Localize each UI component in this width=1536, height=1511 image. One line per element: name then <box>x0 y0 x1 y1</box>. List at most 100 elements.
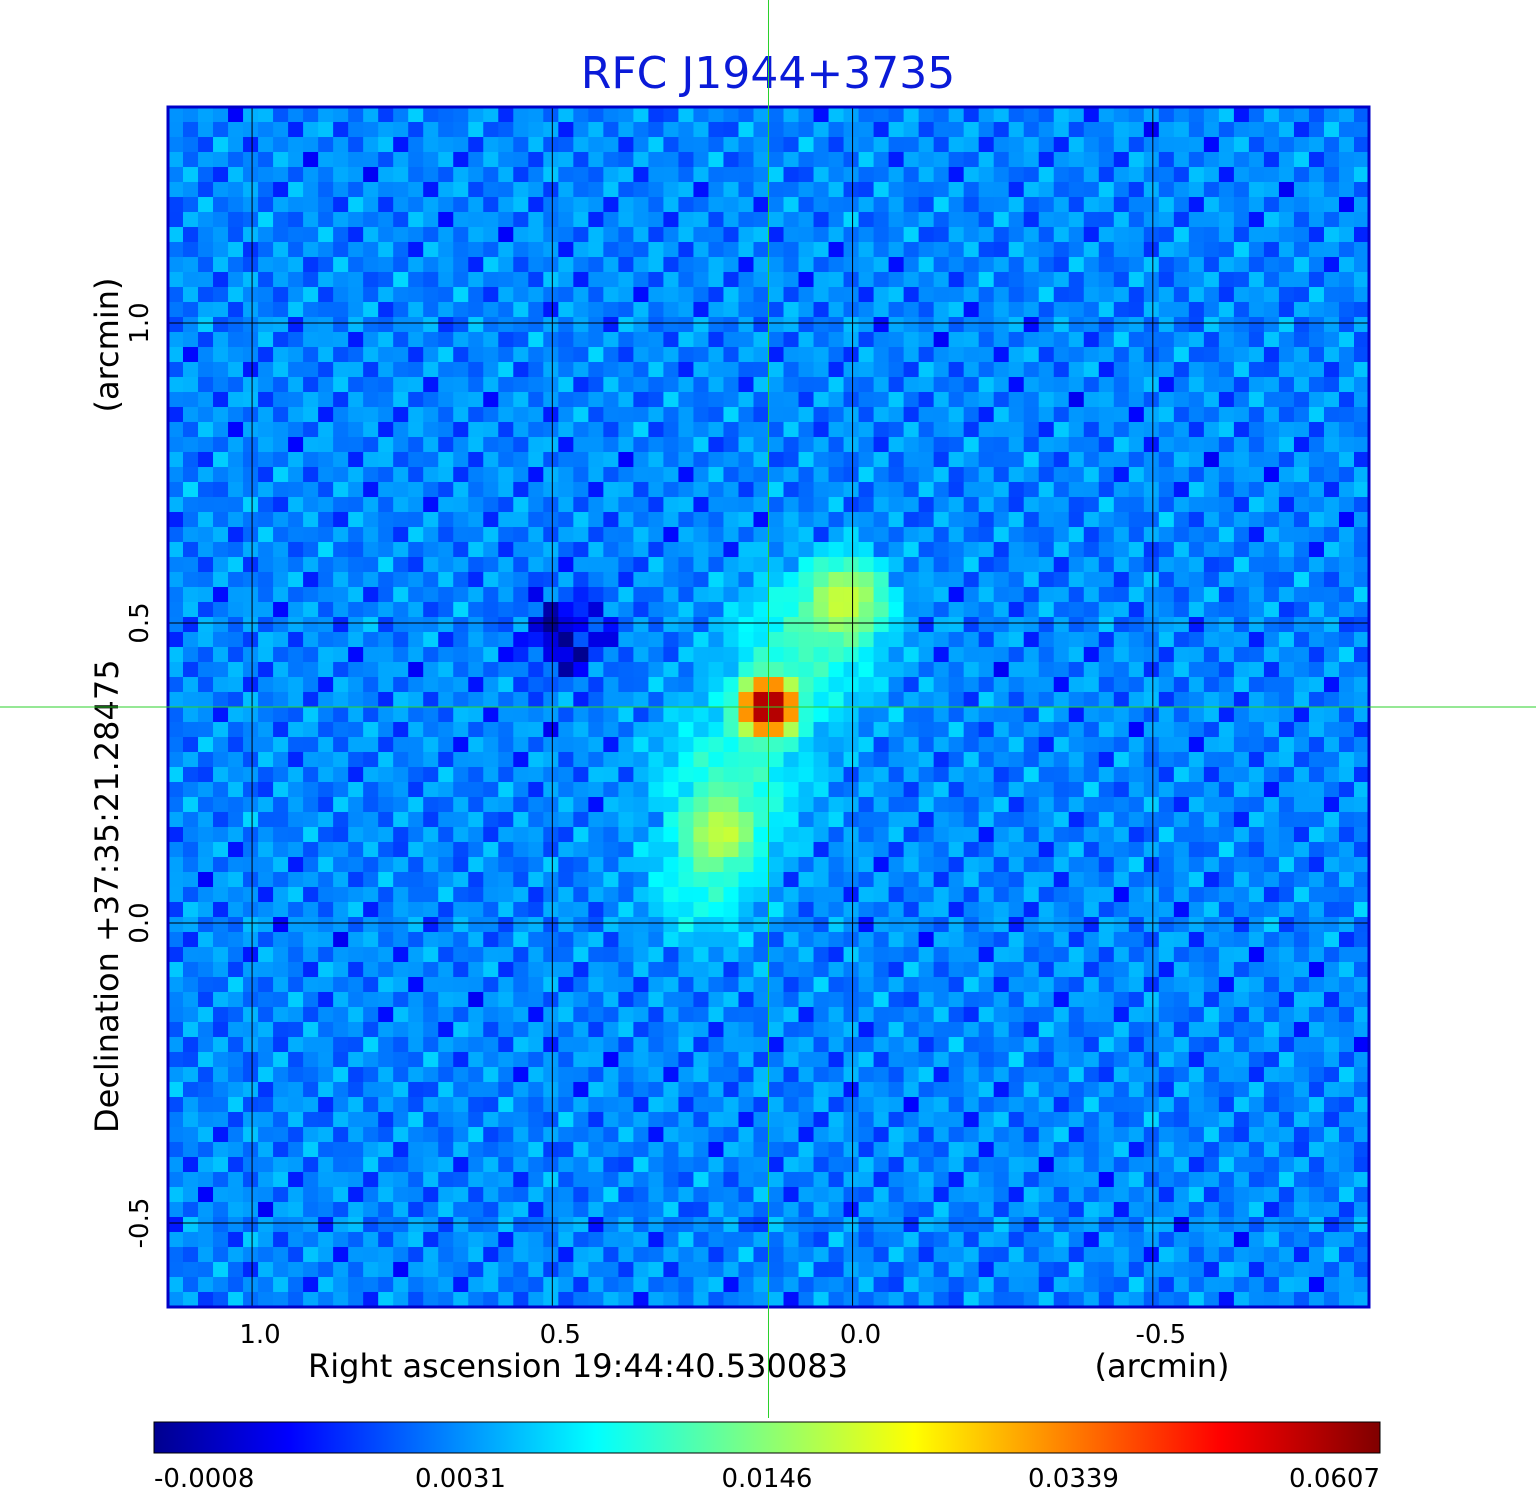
map-pixel <box>693 377 709 393</box>
map-pixel <box>573 917 589 933</box>
map-pixel <box>603 272 619 288</box>
map-pixel <box>828 497 844 513</box>
map-pixel <box>708 647 724 663</box>
map-pixel <box>873 212 889 228</box>
map-pixel <box>1173 527 1190 543</box>
map-pixel <box>543 347 559 363</box>
map-pixel <box>333 602 349 618</box>
map-pixel <box>183 137 199 153</box>
map-pixel <box>333 362 349 378</box>
map-pixel <box>558 722 574 738</box>
map-pixel <box>708 512 724 528</box>
map-pixel <box>288 917 304 933</box>
map-pixel <box>1143 677 1160 693</box>
map-pixel <box>183 977 199 993</box>
map-pixel <box>333 797 349 813</box>
map-pixel <box>498 422 514 438</box>
map-pixel <box>558 452 574 468</box>
map-pixel <box>1263 272 1280 288</box>
map-pixel <box>513 1037 529 1053</box>
map-pixel <box>1188 932 1205 948</box>
map-pixel <box>648 722 664 738</box>
map-pixel <box>798 242 814 258</box>
map-pixel <box>573 857 589 873</box>
map-pixel <box>468 1007 484 1023</box>
map-pixel <box>1353 197 1369 213</box>
map-pixel <box>738 797 754 813</box>
map-pixel <box>1008 947 1025 963</box>
map-pixel <box>723 1007 739 1023</box>
map-pixel <box>1353 167 1369 183</box>
map-pixel <box>738 782 754 798</box>
map-pixel <box>198 917 214 933</box>
map-pixel <box>198 317 214 333</box>
map-pixel <box>348 482 364 498</box>
map-pixel <box>393 287 409 303</box>
map-pixel <box>303 377 319 393</box>
map-pixel <box>423 647 439 663</box>
map-pixel <box>723 737 739 753</box>
map-pixel <box>573 227 589 243</box>
map-pixel <box>1188 422 1205 438</box>
map-pixel <box>1083 632 1100 648</box>
map-pixel <box>663 257 679 273</box>
map-pixel <box>168 917 184 933</box>
map-pixel <box>633 272 649 288</box>
map-pixel <box>423 392 439 408</box>
map-pixel <box>408 302 424 318</box>
map-pixel <box>1308 257 1325 273</box>
map-pixel <box>963 497 980 513</box>
map-pixel <box>1188 542 1205 558</box>
map-pixel <box>273 692 289 708</box>
map-pixel <box>1113 872 1130 888</box>
map-pixel <box>618 362 634 378</box>
map-pixel <box>1128 467 1145 483</box>
map-pixel <box>528 527 544 543</box>
map-pixel <box>558 737 574 753</box>
map-pixel <box>1128 182 1145 198</box>
map-pixel <box>333 137 349 153</box>
map-pixel <box>828 257 844 273</box>
map-pixel <box>858 527 874 543</box>
map-pixel <box>288 1007 304 1023</box>
map-pixel <box>1068 737 1085 753</box>
map-pixel <box>783 392 799 408</box>
map-pixel <box>213 287 229 303</box>
map-pixel <box>588 1037 604 1053</box>
map-pixel <box>723 347 739 363</box>
map-pixel <box>288 197 304 213</box>
map-pixel <box>498 242 514 258</box>
map-pixel <box>303 152 319 168</box>
map-pixel <box>378 917 394 933</box>
map-pixel <box>1278 227 1295 243</box>
map-pixel <box>993 317 1010 333</box>
map-pixel <box>333 737 349 753</box>
map-pixel <box>408 437 424 453</box>
map-pixel <box>678 812 694 828</box>
map-pixel <box>498 1037 514 1053</box>
map-pixel <box>168 452 184 468</box>
map-pixel <box>333 752 349 768</box>
map-pixel <box>1008 497 1025 513</box>
map-pixel <box>858 1007 874 1023</box>
map-pixel <box>1308 182 1325 198</box>
map-pixel <box>828 332 844 348</box>
map-pixel <box>213 512 229 528</box>
map-pixel <box>1113 917 1130 933</box>
map-pixel <box>363 242 379 258</box>
map-pixel <box>738 407 754 423</box>
map-pixel <box>768 452 784 468</box>
map-pixel <box>1173 677 1190 693</box>
map-pixel <box>858 662 874 678</box>
map-pixel <box>543 302 559 318</box>
map-pixel <box>558 212 574 228</box>
map-pixel <box>1293 527 1310 543</box>
map-pixel <box>468 272 484 288</box>
map-pixel <box>1083 332 1100 348</box>
map-pixel <box>513 452 529 468</box>
map-pixel <box>558 587 574 603</box>
map-pixel <box>783 422 799 438</box>
map-pixel <box>888 977 905 993</box>
map-pixel <box>678 722 694 738</box>
map-pixel <box>1098 572 1115 588</box>
